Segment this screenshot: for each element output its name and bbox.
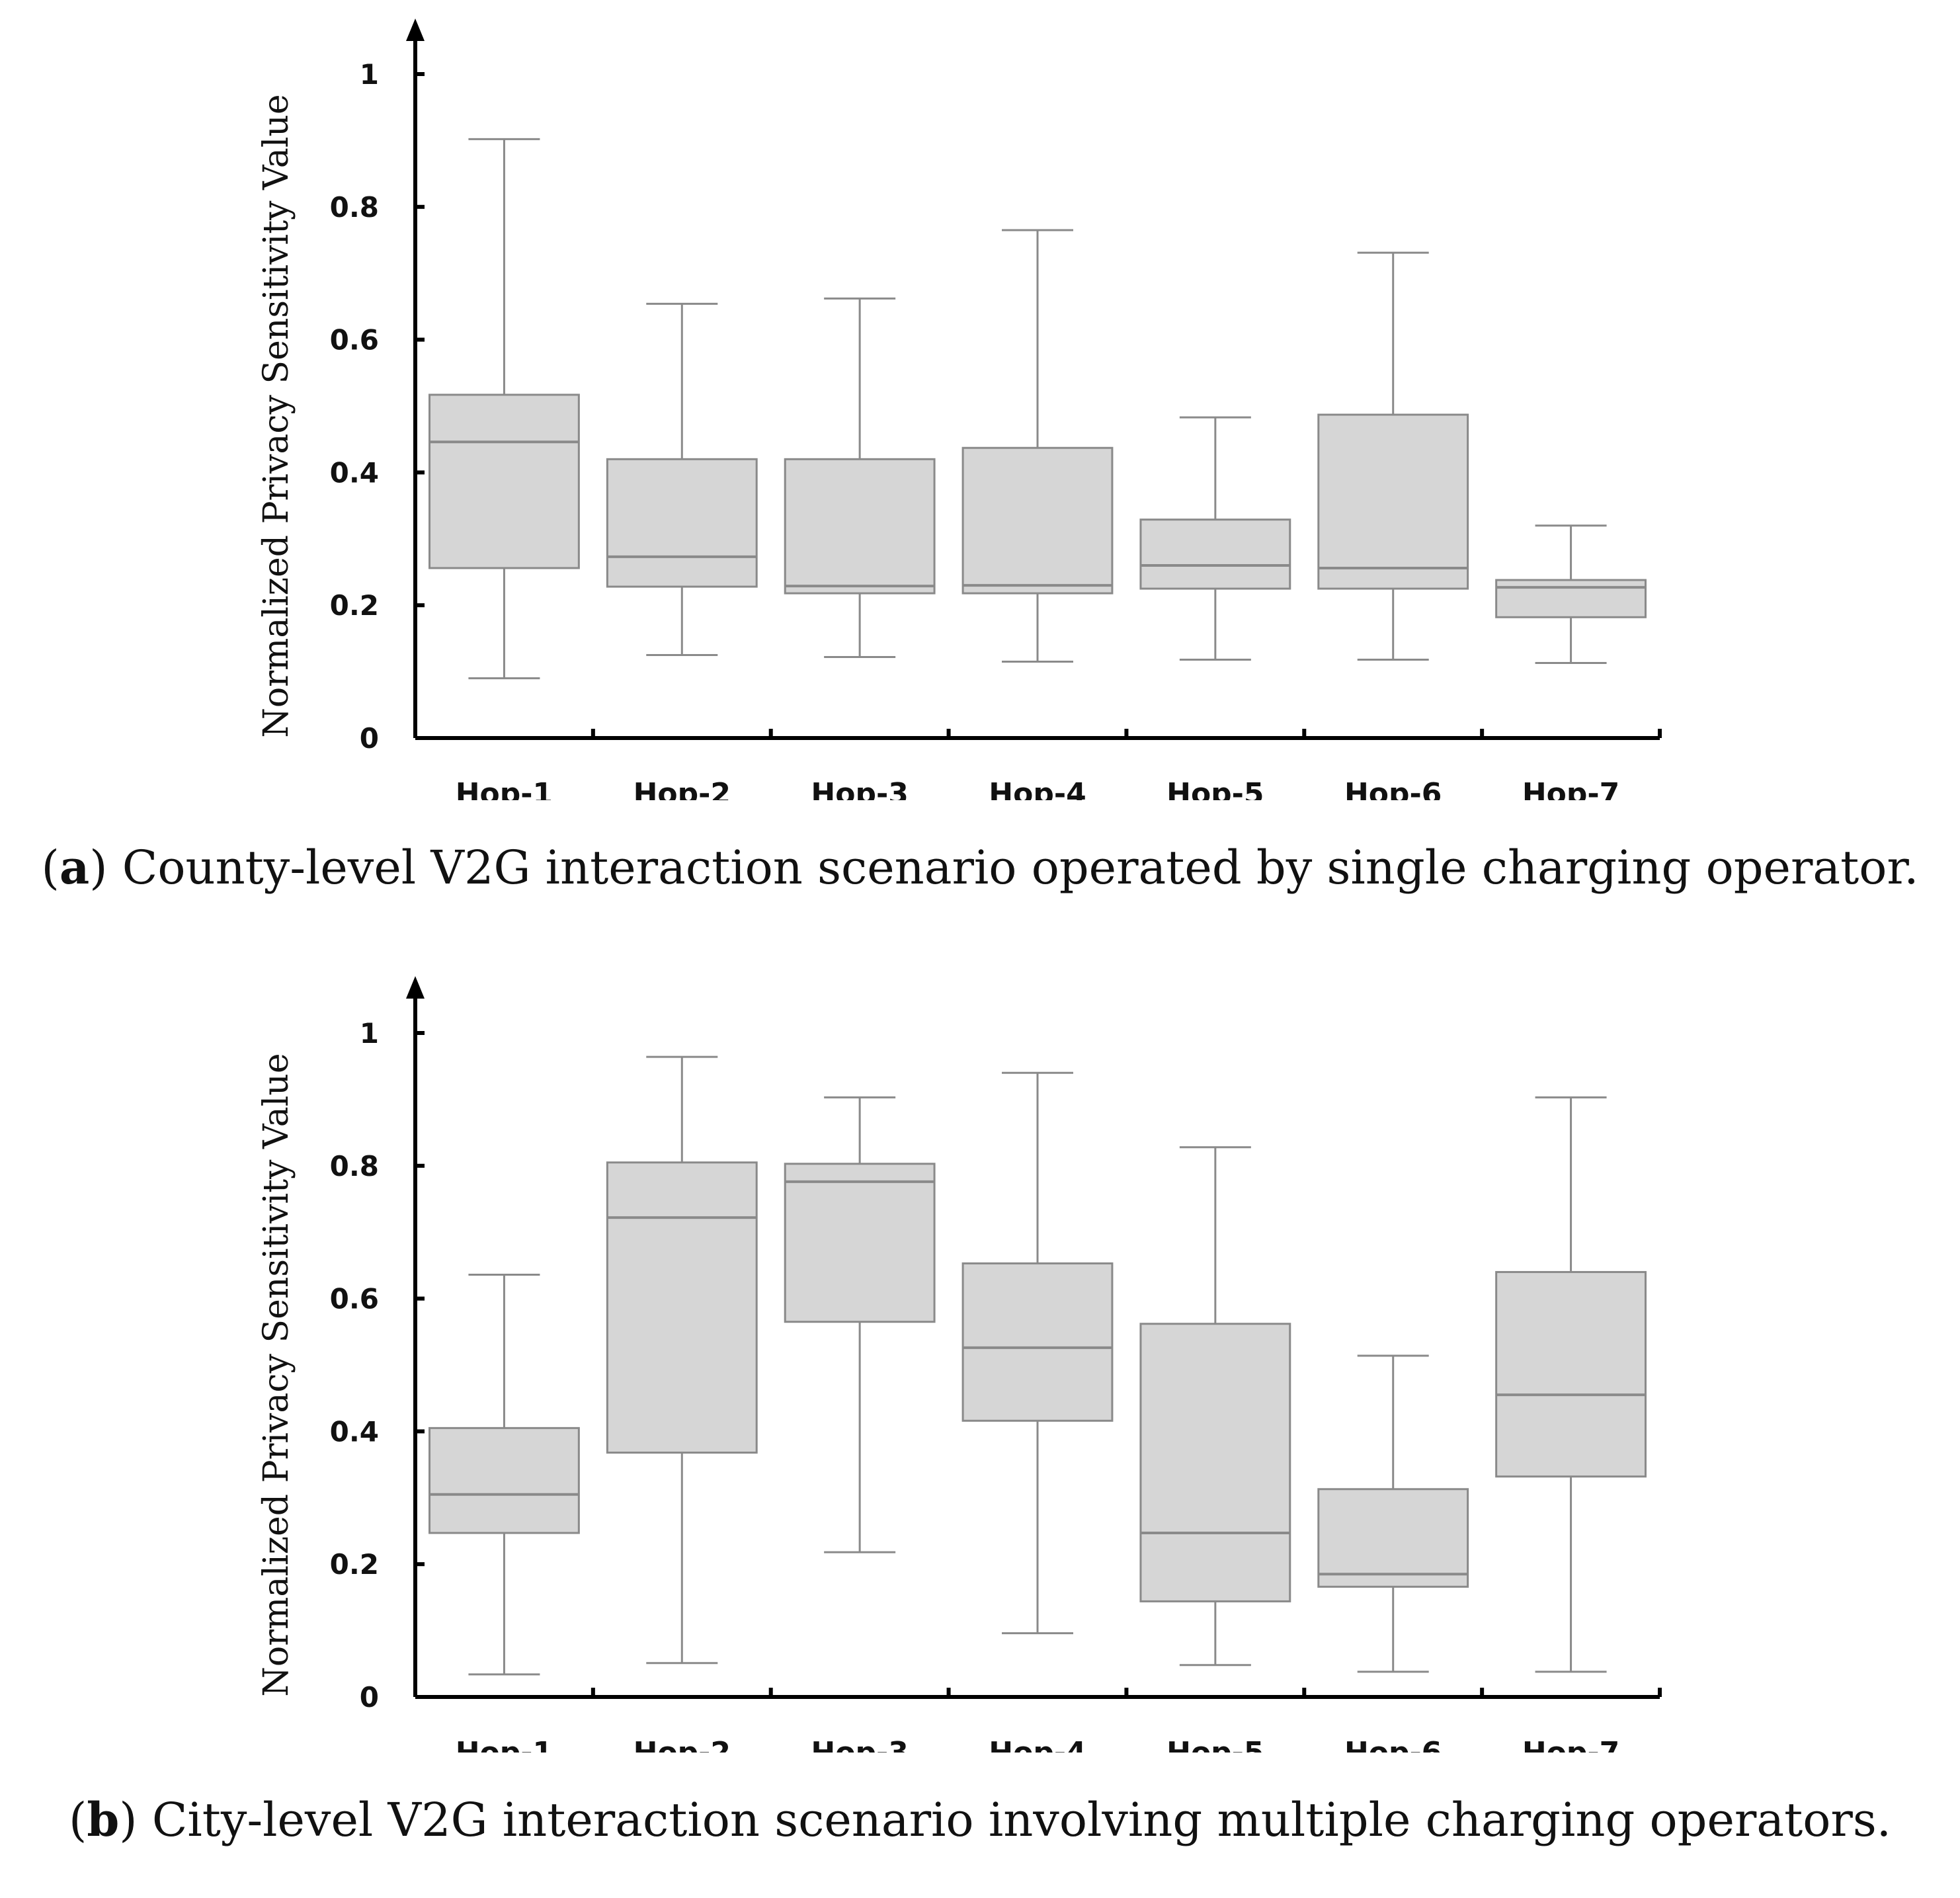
box-hop-2 [606,1055,758,1665]
y-tick-label: 0.4 [330,1415,379,1448]
box-hop-6 [1317,251,1469,661]
box-hop-3 [784,1096,936,1553]
x-tick-label: Hop-4 [989,777,1086,800]
box-iqr [784,1163,936,1323]
y-tick-label: 0.8 [330,1150,379,1182]
x-tick-label: Hop-2 [633,1736,731,1753]
box-hop-2 [606,302,758,656]
box-iqr [606,1161,758,1454]
y-tick-label: 0.6 [330,324,379,356]
box-hop-4 [961,1071,1114,1635]
x-tick-label: Hop-4 [989,1736,1086,1753]
caption-a: (a) County-level V2G interaction scenari… [41,840,1919,895]
box-iqr [606,458,758,588]
box-iqr [961,446,1114,595]
box-hop-6 [1317,1354,1469,1673]
box-hop-1 [429,1273,580,1676]
x-tick-label: Hop-7 [1522,777,1619,800]
caption-b: (b) City-level V2G interaction scenario … [69,1792,1891,1847]
x-tick-label: Hop-3 [811,1736,908,1753]
box-hop-3 [784,297,936,659]
box-hop-7 [1495,1096,1647,1673]
y-tick-label: 0.4 [330,456,379,489]
x-tick-label: Hop-1 [456,1736,553,1753]
y-tick-label: 0 [360,1681,379,1713]
x-tick-label: Hop-5 [1166,777,1264,800]
x-tick-label: Hop-6 [1344,777,1442,800]
box-iqr [1495,1270,1647,1478]
chart-b: 0 0.2 0.4 0.6 0.8 1 Normalized Privacy Sensiti… [257,976,1662,1753]
y-tick-label: 0.2 [330,1548,379,1581]
y-tick-label: 0 [360,722,379,755]
y-tick-label: 0.6 [330,1283,379,1315]
box-hop-5 [1139,416,1291,661]
x-tick-label: Hop-2 [633,777,731,800]
box-iqr [1495,579,1647,618]
y-axis-arrow [406,976,425,999]
x-tick-label: Hop-3 [811,777,908,800]
box-iqr [1139,1323,1291,1602]
box-iqr [1139,518,1291,590]
y-tick-label: 0.8 [330,191,379,224]
y-axis-title: Normalized Privacy Sensitivity Value [257,1053,296,1696]
y-axis-arrow [406,19,425,41]
box-iqr [429,393,580,569]
y-tick-label: 1 [360,1017,379,1050]
box-iqr [1317,1488,1469,1588]
box-hop-4 [961,229,1114,663]
x-tick-label: Hop-1 [456,777,553,800]
box-hop-1 [429,138,580,680]
box-iqr [429,1426,580,1534]
x-tick-label: Hop-5 [1166,1736,1264,1753]
box-hop-5 [1139,1146,1291,1667]
y-axis-title: Normalized Privacy Sensitivity Value [257,94,296,737]
box-iqr [961,1262,1114,1422]
x-tick-label: Hop-6 [1344,1736,1442,1753]
y-tick-label: 1 [360,58,379,91]
box-iqr [1317,413,1469,590]
x-tick-label: Hop-7 [1522,1736,1619,1753]
y-tick-label: 0.2 [330,589,379,622]
chart-a: 0 0.2 0.4 0.6 0.8 1 Normalized Privacy Sensiti… [257,19,1662,800]
box-iqr [784,458,936,595]
box-hop-7 [1495,524,1647,665]
